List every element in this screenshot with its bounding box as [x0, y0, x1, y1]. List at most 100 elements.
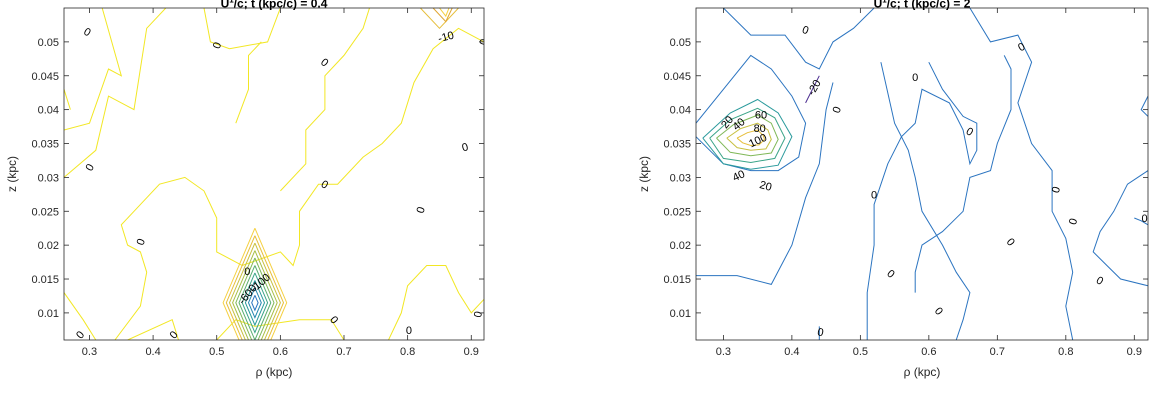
contour-label: 0: [1094, 275, 1105, 288]
x-tick-label: 0.6: [921, 346, 936, 358]
contour-label: 0: [415, 206, 428, 215]
y-tick-label: 0.045: [663, 71, 691, 83]
contour-line: [723, 8, 875, 70]
contour-label: 0: [1142, 213, 1148, 225]
y-tick-label: 0.05: [670, 37, 691, 49]
contour-line: [696, 82, 834, 285]
contour-line: [696, 54, 807, 172]
contour-line: [280, 8, 370, 192]
contour-line: [244, 280, 266, 327]
contour-line: [235, 257, 275, 340]
x-tick-label: 0.7: [336, 346, 351, 358]
contour-line: [216, 319, 345, 340]
contour-label: 0: [461, 141, 470, 154]
y-tick-label: 0.035: [663, 139, 691, 151]
contour-line: [702, 98, 793, 170]
contour-label: 0: [472, 310, 485, 318]
x-tick-label: 0.7: [990, 346, 1005, 358]
contour-line: [127, 319, 179, 340]
contour-label: 0: [318, 56, 330, 69]
contour-line: [388, 265, 484, 340]
contour-line: [805, 75, 820, 104]
contour-line: [64, 292, 97, 340]
contour-line: [420, 8, 459, 30]
contour-line: [709, 107, 786, 164]
contour-label: 0: [964, 125, 975, 138]
contour-label: 0: [406, 325, 412, 337]
contour-line: [914, 55, 1012, 293]
contour-line: [439, 8, 450, 18]
contour-label: 80: [754, 123, 766, 135]
y-tick-label: 0.045: [31, 71, 59, 83]
contour-line: [225, 235, 285, 340]
contour-line: [203, 8, 281, 50]
y-tick-label: 0.04: [670, 105, 691, 117]
contour-label: 0: [327, 314, 340, 326]
x-tick-label: 0.5: [209, 346, 224, 358]
contour-label: 40: [731, 168, 747, 184]
x-tick-label: 0.8: [1058, 346, 1073, 358]
y-tick-label: 0.015: [663, 274, 691, 286]
contour-label: -10: [437, 30, 455, 46]
contour-line: [866, 61, 978, 340]
y-axis-label: z (kpc): [5, 156, 19, 192]
x-tick-label: 0.5: [853, 346, 868, 358]
chart-title: U1/c; t (kpc/c) = 0.4: [221, 0, 328, 11]
contour-label: -20: [805, 78, 823, 98]
contour-label: 0: [74, 329, 87, 341]
contour-label: 0: [1050, 185, 1063, 194]
x-tick-label: 0.9: [464, 346, 479, 358]
contour-line: [241, 272, 269, 334]
x-axis-label: ρ (kpc): [904, 365, 941, 379]
y-tick-label: 0.025: [31, 206, 59, 218]
x-tick-label: 0.3: [82, 346, 97, 358]
contour-label: 0: [816, 326, 824, 339]
x-tick-label: 0.4: [784, 346, 799, 358]
contour-label: 20: [758, 179, 773, 194]
contour-line: [880, 62, 971, 340]
contour-label: 0: [831, 105, 844, 115]
x-axis-label: ρ (kpc): [256, 365, 293, 379]
contour-line: [716, 114, 779, 157]
x-tick-label: 0.4: [145, 346, 160, 358]
y-tick-label: 0.01: [38, 308, 59, 320]
contour-line: [726, 122, 772, 151]
contour-label: 0: [244, 266, 250, 278]
contour-label: 0: [135, 237, 148, 247]
contour-line: [251, 295, 259, 312]
y-axis-label: z (kpc): [637, 156, 651, 192]
x-tick-label: 0.8: [400, 346, 415, 358]
y-tick-label: 0.015: [31, 274, 59, 286]
chart-title: U1/c; t (kpc/c) = 2: [874, 0, 971, 11]
contour-label: 60: [755, 109, 767, 121]
x-tick-label: 0.3: [716, 346, 731, 358]
y-tick-label: 0.02: [38, 240, 59, 252]
x-tick-label: 0.9: [1127, 346, 1142, 358]
y-tick-label: 0.04: [38, 105, 59, 117]
contour-line: [64, 89, 71, 110]
contour-label: 0: [319, 178, 330, 191]
contour-label: 0: [84, 162, 97, 173]
contour-line: [114, 27, 484, 340]
y-tick-label: 0.01: [670, 308, 691, 320]
contour-line: [969, 8, 1074, 340]
contour-label: 0: [211, 41, 224, 51]
contour-line: [64, 8, 123, 131]
contour-label: 0: [1004, 236, 1017, 248]
contour-line: [432, 8, 453, 23]
contour-label: 0: [912, 72, 918, 84]
x-tick-label: 0.6: [273, 346, 288, 358]
contour-line: [736, 129, 766, 147]
y-tick-label: 0.035: [31, 139, 59, 151]
contour-label: 0: [1067, 217, 1080, 226]
contour-line: [1092, 170, 1148, 287]
y-tick-label: 0.02: [670, 240, 691, 252]
y-tick-label: 0.03: [38, 172, 59, 184]
contour-line: [238, 265, 272, 340]
contour-label: 0: [168, 329, 181, 341]
contour-line: [235, 41, 262, 124]
